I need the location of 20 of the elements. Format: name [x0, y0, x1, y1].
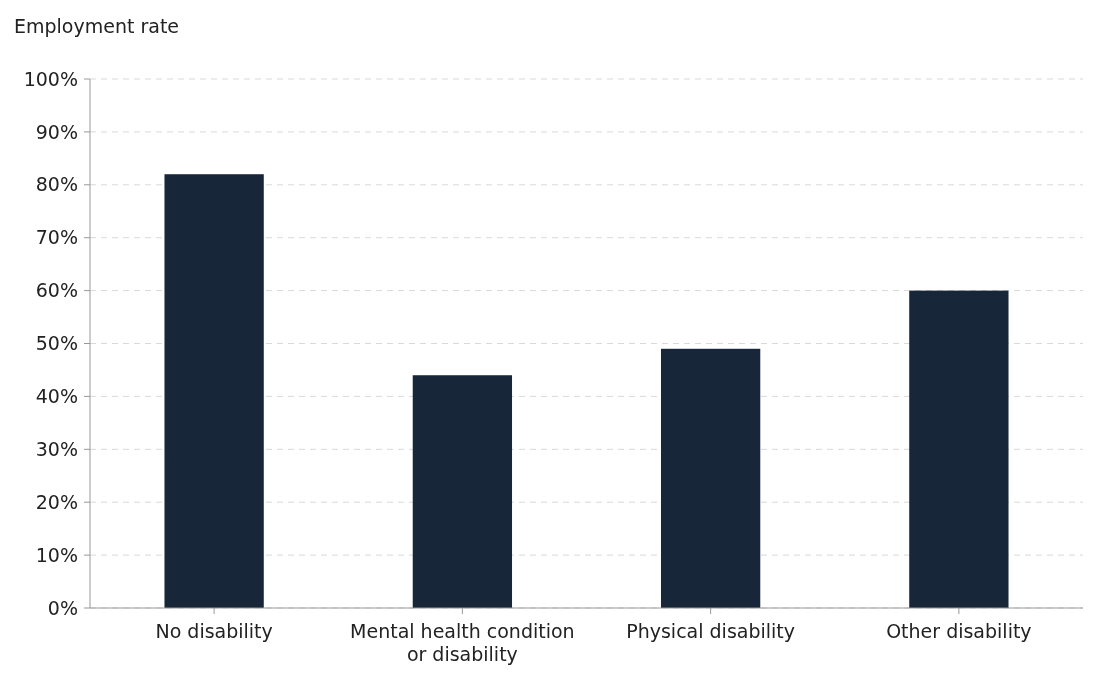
y-tick-label: 50%	[35, 332, 78, 355]
bar	[412, 375, 513, 608]
bar	[164, 174, 264, 608]
y-tick-label: 80%	[35, 173, 78, 196]
x-tick-label: Physical disability	[626, 620, 796, 642]
y-tick-label: 70%	[35, 226, 78, 249]
x-tick-label: No disability	[155, 620, 273, 642]
y-tick-label: 20%	[35, 490, 78, 513]
y-tick-label: 90%	[35, 120, 78, 143]
y-tick-label: 40%	[35, 385, 78, 408]
y-axis-title: Employment rate	[14, 15, 180, 37]
y-tick-label: 10%	[35, 543, 78, 566]
x-tick-label: Other disability	[886, 620, 1032, 642]
y-tick-label: 100%	[23, 67, 78, 90]
y-tick-label: 30%	[35, 437, 78, 460]
x-tick-label: Mental health condition or disability	[350, 620, 575, 665]
bar	[909, 290, 1009, 608]
y-tick-label: 0%	[47, 596, 78, 619]
y-tick-label: 60%	[35, 279, 78, 302]
bar	[660, 348, 761, 608]
